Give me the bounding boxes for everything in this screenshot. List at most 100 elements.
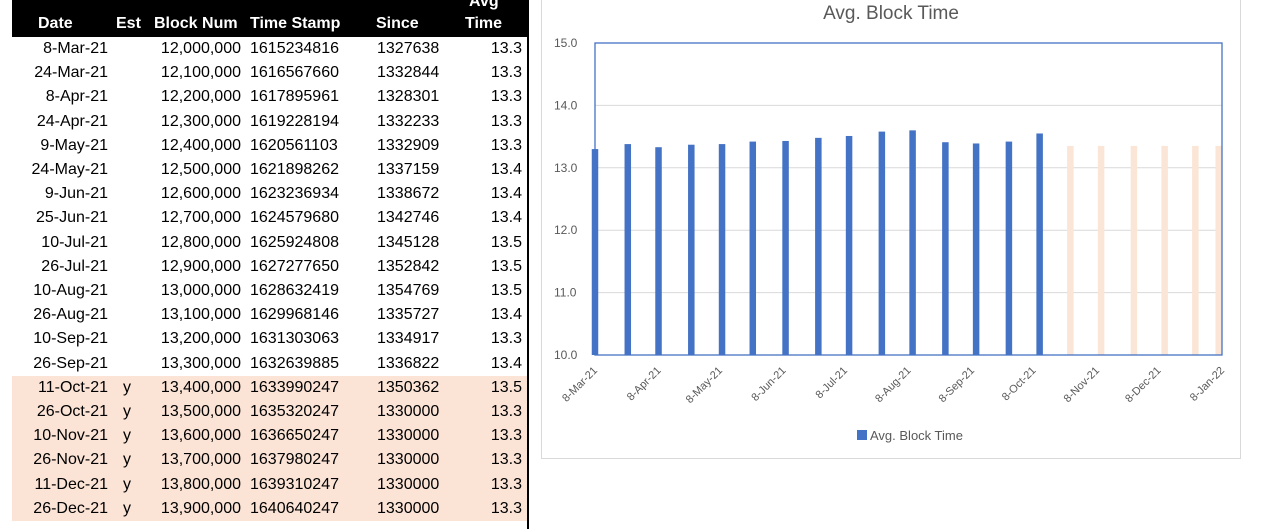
bar-actual [909,130,916,355]
cell-block-num: 12,600,000 [160,185,241,203]
cell-since: 1342746 [377,209,440,227]
cell-block-num: 13,100,000 [160,306,241,324]
cell-time-stamp: 1631303063 [250,330,339,348]
cell-date: 26-Dec-21 [33,499,108,517]
cell-time-stamp: 1615234816 [250,40,339,57]
cell-time-stamp: 1623236934 [250,185,339,203]
cell-time-stamp: 1619228194 [250,112,339,130]
bar-actual [718,144,726,355]
bar-actual [655,147,662,355]
cell-date: 10-Jul-21 [41,233,108,251]
bar-actual [1005,141,1013,355]
table-row: 26-Sep-21 13,300,000 1632639885 1336822 13.4 [12,352,527,376]
x-tick-label: 8-Aug-21 [873,365,913,405]
table-header-row: Date Est Block Num Time Stamp Since Avg … [12,0,527,37]
cell-since: 1332909 [377,136,440,154]
cell-since: 1332844 [377,64,440,82]
table-row: 26-Dec-21 y 13,900,000 1640640247 1330000 13.… [12,496,527,521]
cell-time-stamp: 1627277650 [250,257,339,275]
cell-avg-time: 13.4 [490,306,522,324]
cell-time-stamp: 1636650247 [250,427,339,445]
y-axis-ticks: 10.0 11.0 12.0 13.0 14.0 15.0 [554,36,578,362]
table-row: 26-Nov-21 y 13,700,000 1637980247 1330000 13.… [12,448,527,473]
x-tick-label: 8-May-21 [684,365,725,406]
legend-swatch [857,430,867,440]
header-time: Time [465,15,503,32]
table-row: 26-Oct-21 y 13,500,000 1635320247 1330000 13.… [12,400,527,425]
cell-avg-time: 13.4 [490,209,522,227]
cell-block-num: 13,700,000 [160,451,241,469]
cell-time-stamp: 1640640247 [250,499,339,517]
cell-date: 26-Sep-21 [33,354,108,372]
table-row: 9-May-21 12,400,000 1620561103 1332909 13.3 [12,134,527,158]
cell-avg-time: 13.5 [490,233,522,251]
x-tick-label: 8-Oct-21 [1000,365,1039,404]
cell-since: 1345128 [377,233,440,251]
table-row: 8-Mar-21 12,000,000 1615234816 1327638 13.3 [12,37,527,61]
x-axis-ticks: 8-Mar-21 8-Apr-21 8-May-21 8-Jun-21 8-Jul-21… [560,365,1227,406]
cell-avg-time: 13.3 [490,403,522,420]
cell-est: y [123,499,131,517]
cell-date: 24-Mar-21 [34,64,108,82]
cell-date: 9-May-21 [40,136,108,154]
cell-block-num: 12,400,000 [160,136,241,154]
x-tick-label: 8-Nov-21 [1062,365,1102,405]
bar-actual [688,144,695,355]
bar-estimated [1215,145,1222,355]
bar-actual [972,143,980,355]
x-tick-label: 8-Jul-21 [814,365,851,402]
cell-est: y [123,475,131,493]
cell-avg-time: 13.3 [490,427,522,445]
cell-date: 10-Nov-21 [33,427,108,445]
table-row: 8-Apr-21 12,200,000 1617895961 1328301 13.3 [12,85,527,109]
bar-actual [942,142,949,355]
cell-date: 10-Aug-21 [33,282,108,299]
cell-block-num: 13,600,000 [160,427,241,445]
plot-border [594,42,1223,356]
cell-est: y [123,427,131,445]
table-row: 9-Jun-21 12,600,000 1623236934 1338672 13.4 [12,182,527,206]
y-tick-label: 14.0 [554,98,578,112]
table-row: 11-Oct-21 y 13,400,000 1633990247 1350362 13.… [12,375,527,400]
x-tick-label: 8-Jan-22 [1188,365,1227,404]
table-row: 10-Jul-21 12,800,000 1625924808 1345128 13.5 [12,231,527,255]
cell-block-num: 12,800,000 [160,233,241,251]
cell-date: 26-Oct-21 [36,403,108,420]
x-tick-label: 8-Apr-21 [625,365,664,404]
cell-time-stamp: 1617895961 [250,88,339,106]
cell-avg-time: 13.3 [490,451,522,469]
bar-actual [1036,133,1043,355]
bar-actual [749,141,757,355]
table-row: 26-Jul-21 12,900,000 1627277650 1352842 13.5 [12,255,527,279]
cell-since: 1328301 [377,88,440,106]
cell-time-stamp: 1625924808 [250,233,339,251]
y-tick-label: 13.0 [554,161,578,175]
header-since: Since [376,15,419,32]
cell-block-num: 12,200,000 [160,88,241,106]
table-row: 10-Nov-21 y 13,600,000 1636650247 1330000 13.… [12,424,527,449]
cell-block-num: 13,000,000 [160,282,241,299]
cell-avg-time: 13.4 [490,354,522,372]
cell-since: 1354769 [377,282,440,299]
cell-block-num: 12,700,000 [160,209,241,227]
y-tick-label: 11.0 [554,286,577,300]
cell-date: 9-Jun-21 [44,185,108,203]
cell-since: 1350362 [377,378,440,396]
cell-avg-time: 13.5 [490,257,522,275]
cell-time-stamp: 1616567660 [250,64,339,82]
bar-actual [845,135,853,355]
cell-avg-time: 13.3 [490,499,522,517]
cell-avg-time: 13.3 [490,330,522,348]
cell-date: 11-Dec-21 [34,475,108,493]
cell-block-num: 12,000,000 [160,40,241,57]
y-tick-label: 10.0 [554,348,578,362]
table-row: 25-Jun-21 12,700,000 1624579680 1342746 13.4 [12,206,527,230]
bar-estimated [1192,145,1199,355]
cell-date: 11-Oct-21 [38,378,108,396]
cell-since: 1334917 [377,330,440,348]
cell-block-num: 13,300,000 [160,354,241,372]
bar-actual [624,144,632,355]
table-row: 24-Mar-21 12,100,000 1616567660 1332844 13.3 [12,61,527,85]
cell-date: 25-Jun-21 [35,209,108,227]
table-row: 24-Apr-21 12,300,000 1619228194 1332233 13.3 [12,110,527,134]
